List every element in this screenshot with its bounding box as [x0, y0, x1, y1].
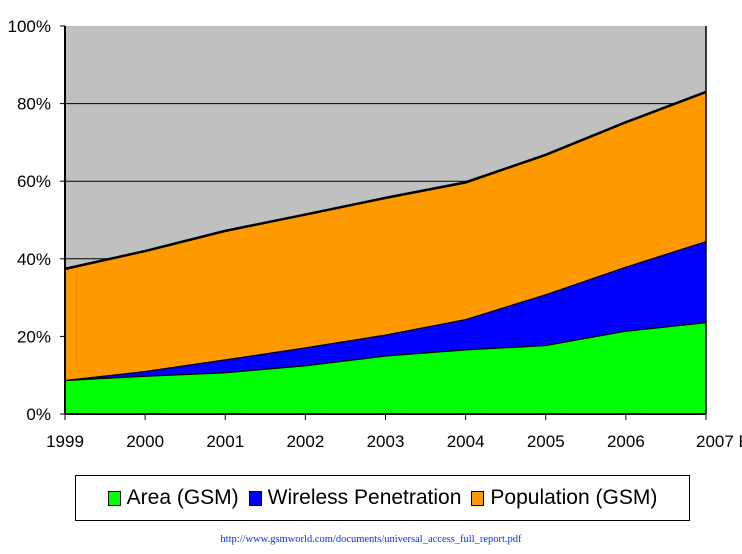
legend-item-wireless: Wireless Penetration	[248, 486, 462, 510]
series-top-line	[64, 90, 707, 271]
stacked-area-chart: 0% 20% 40% 60% 80% 100% 1999 2000 2001 2002 2003 20…	[8, 17, 742, 451]
x-tick-label: 2000	[126, 432, 164, 451]
legend-label-population: Population (GSM)	[490, 486, 658, 509]
x-tick-label: 2005	[527, 432, 565, 451]
area-wireless-penetration	[65, 240, 706, 380]
area-population-gsm	[65, 91, 706, 380]
x-tick-label: 1999	[46, 432, 84, 451]
legend-label-wireless: Wireless Penetration	[267, 486, 462, 509]
x-tick-label: 2007 E	[696, 432, 742, 451]
legend-item-population: Population (GSM)	[471, 486, 657, 510]
legend-swatch-population	[471, 490, 485, 506]
y-tick-label: 40%	[17, 250, 51, 269]
legend-label-area: Area (GSM)	[126, 486, 239, 509]
legend: Area (GSM) Wireless Penetration Populati…	[75, 475, 690, 521]
y-tick-label: 100%	[8, 17, 51, 36]
legend-swatch-area	[107, 490, 121, 506]
y-tick-label: 80%	[17, 95, 51, 114]
x-tick-label: 2001	[206, 432, 244, 451]
legend-swatch-wireless	[248, 490, 262, 506]
x-tick-label: 2003	[367, 432, 405, 451]
source-link[interactable]: http://www.gsmworld.com/documents/univer…	[220, 534, 522, 545]
y-tick-label: 60%	[17, 172, 51, 191]
x-tick-label: 2004	[447, 432, 485, 451]
legend-item-area: Area (GSM)	[107, 486, 239, 510]
x-tick-label: 2002	[286, 432, 324, 451]
y-tick-label: 0%	[26, 405, 51, 424]
x-tick-label: 2006	[607, 432, 645, 451]
y-tick-label: 20%	[17, 327, 51, 346]
